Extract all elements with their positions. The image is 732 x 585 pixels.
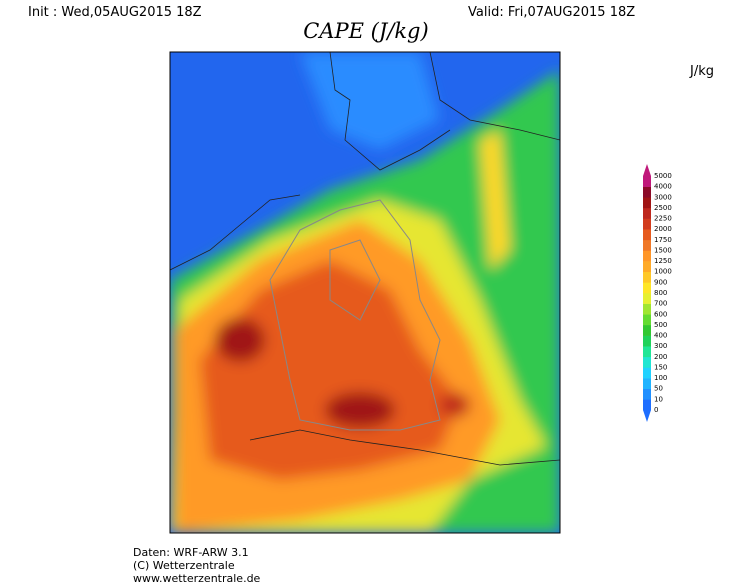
colorbar-segment [643,207,651,219]
colorbar-label: 100 [654,374,667,382]
colorbar-segment [643,186,651,198]
colorbar-tip [643,164,651,176]
colorbar-segment [643,388,651,400]
footer-line: (C) Wetterzentrale [133,559,235,572]
colorbar-label: 1000 [654,268,672,276]
colorbar-segment [643,324,651,336]
colorbar-segment [643,282,651,294]
colorbar-segment [643,239,651,251]
colorbar-label: 0 [654,406,658,414]
colorbar-segment [643,356,651,368]
colorbar-segment [643,346,651,358]
colorbar-label: 700 [654,300,667,308]
colorbar-segment [643,314,651,326]
colorbar-segment [643,250,651,262]
colorbar-label: 1500 [654,246,672,254]
legend-unit: J/kg [689,64,714,79]
colorbar: 0 10 50 100 150 200 300 400 500 600 700 800 900 1000 1… [643,164,672,422]
colorbar-label: 5000 [654,172,672,180]
colorbar-label: 200 [654,353,667,361]
colorbar-label: 50 [654,385,663,393]
colorbar-segment [643,229,651,241]
colorbar-label: 2000 [654,225,672,233]
colorbar-label: 150 [654,363,667,371]
colorbar-label: 3000 [654,193,672,201]
colorbar-segment [643,218,651,230]
colorbar-segment [643,335,651,347]
colorbar-segment [643,271,651,283]
colorbar-label: 800 [654,289,667,297]
init-time: Init : Wed,05AUG2015 18Z [28,5,202,20]
colorbar-label: 1750 [654,236,672,244]
colorbar-segment [643,176,651,187]
colorbar-label: 4000 [654,183,672,191]
colorbar-label: 10 [654,395,663,403]
colorbar-segment [643,303,651,315]
footer-line: www.wetterzentrale.de [133,572,261,585]
colorbar-label: 400 [654,332,667,340]
colorbar-label: 2250 [654,215,672,223]
colorbar-segment [643,197,651,209]
map-frame [169,51,561,534]
colorbar-label: 600 [654,310,667,318]
valid-time: Valid: Fri,07AUG2015 18Z [468,5,635,20]
colorbar-segment [643,378,651,390]
colorbar-segment [643,367,651,379]
map-title: CAPE (J/kg) [303,19,428,43]
colorbar-label: 900 [654,278,667,286]
footer-line: Daten: WRF-ARW 3.1 [133,546,249,559]
colorbar-label: 2500 [654,204,672,212]
colorbar-label: 300 [654,342,667,350]
colorbar-segment [643,399,651,411]
colorbar-segment [643,261,651,273]
colorbar-segment [643,293,651,304]
cape-field [170,52,560,533]
colorbar-label: 1250 [654,257,672,265]
colorbar-label: 500 [654,321,667,329]
colorbar-tip [643,410,651,422]
